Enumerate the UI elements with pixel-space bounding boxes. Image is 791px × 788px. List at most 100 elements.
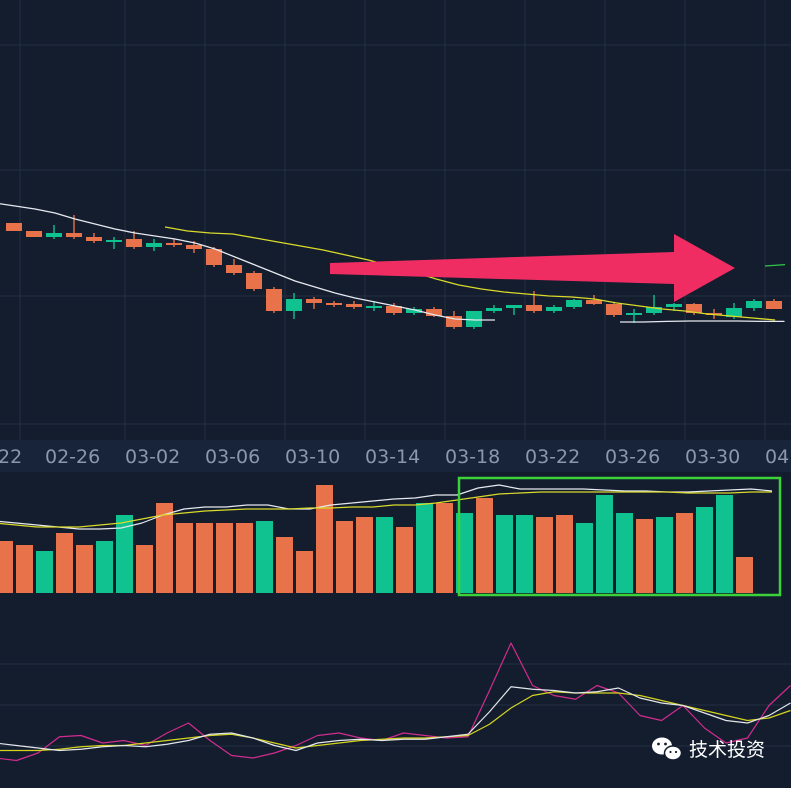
watermark: 技术投资 [652,737,765,761]
volume-bar [216,523,233,593]
candle-body [6,223,22,231]
watermark-text: 技术投资 [689,739,765,761]
candle-body [86,237,102,241]
candle-body [486,308,502,311]
kdj-k-line [0,686,791,752]
moving-average-lines [0,203,786,323]
date-tick-label: 03-18 [445,446,500,468]
volume-bar [396,527,413,593]
volume-bar [196,523,213,593]
candle-body [126,239,142,247]
date-tick-label: 04 [765,446,789,468]
date-tick-label: 22 [0,446,22,468]
volume-bar [616,513,633,593]
date-tick-label: 03-30 [685,446,740,468]
candle-body [266,289,282,311]
candle-body [446,316,462,327]
volume-bar [496,515,513,593]
candle-body [166,243,182,245]
candle-body [746,301,762,308]
date-tick-label: 03-06 [205,446,260,468]
volume-bar [636,519,653,593]
candle-body [406,309,422,313]
volume-bar [516,515,533,593]
volume-bar [556,515,573,593]
volume-bar [76,545,93,593]
date-tick-label: 03-02 [125,446,180,468]
candle-body [106,240,122,242]
candle-body [186,245,202,249]
candle-body [686,304,702,313]
trend-arrow [330,234,735,302]
volume-bar [656,517,673,593]
volume-bar [296,551,313,593]
date-tick-label: 03-10 [285,446,340,468]
date-tick-label: 02-26 [45,446,100,468]
candle-body [626,313,642,315]
candle-body [546,307,562,311]
candle-body [386,306,402,313]
volume-bar [336,521,353,593]
volume-bar [736,557,753,593]
highlight-box [457,476,782,597]
volume-bar [36,551,53,593]
date-tick-label: 03-26 [605,446,660,468]
candle-body [246,273,262,289]
candle-body [466,311,482,327]
volume-bars [0,484,773,593]
candle-body [726,308,742,317]
candle-body [66,233,82,237]
volume-bar [596,495,613,593]
candle-body [506,305,522,308]
candle-body [566,300,582,307]
candle-body [286,299,302,311]
volume-bar [176,523,193,593]
candle-body [326,303,342,305]
volume-bar [576,523,593,593]
date-tick-label: 03-22 [525,446,580,468]
volume-ma-yellow-line [0,491,772,528]
kdj-d-line [0,691,791,752]
volume-bar [416,503,433,593]
ma-fast-line [0,203,495,321]
candle-body [26,231,42,237]
volume-bar [56,533,73,593]
candle-body [426,309,442,316]
volume-bar [96,541,113,593]
wechat-icon [652,737,683,761]
volume-bar [136,545,153,593]
ma-fast-line-tail [620,320,785,323]
volume-bar [536,517,553,593]
kdj-j-line [0,642,791,762]
kdj-indicator-lines [0,642,791,762]
highlight-box-rect [457,476,782,597]
candle-body [586,300,602,304]
candle-body [226,265,242,273]
date-tick-label: 03-14 [365,446,420,468]
candle-body [306,299,322,303]
volume-ma-white-line [0,484,773,530]
volume-bar [316,485,333,593]
volume-bar [256,521,273,593]
volume-bar [716,495,733,593]
volume-bar [356,517,373,593]
candle-body [346,304,362,307]
ma-slow-line [164,226,776,321]
candle-body [46,233,62,237]
volume-bar [476,498,493,593]
candle-body [646,307,662,313]
volume-bar [0,541,13,593]
candle-body [206,249,222,265]
volume-bar [436,503,453,593]
date-axis: 22 02-26 03-02 03-06 03-10 03-14 03-18 03-22 03-… [0,446,789,468]
candle-body [526,305,542,311]
candle-body [366,306,382,308]
volume-bar [16,545,33,593]
volume-bar [696,507,713,593]
grid-lines [0,0,791,747]
candle-body [666,304,682,307]
candle-body [606,304,622,315]
ma-slow-line-tail [764,263,786,267]
